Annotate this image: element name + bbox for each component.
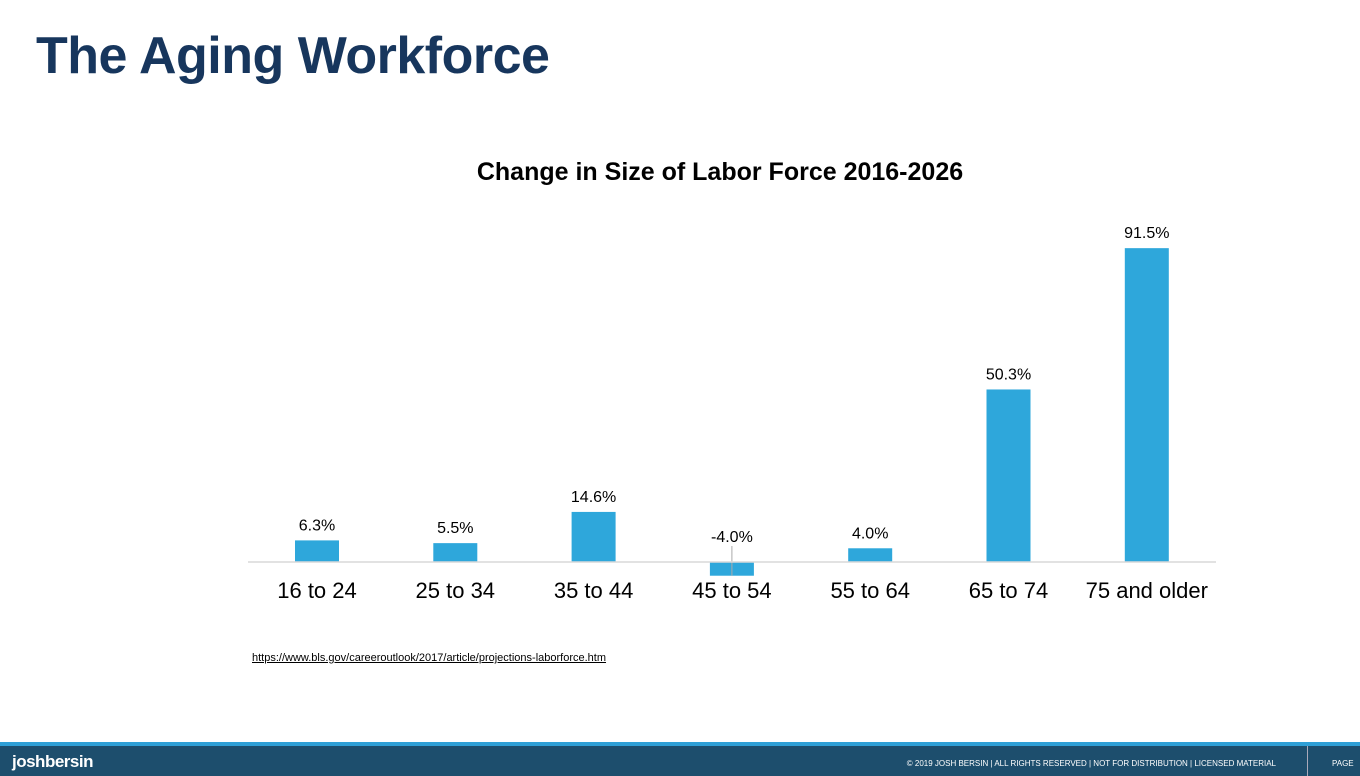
category-tick-label: 45 to 54 — [692, 578, 772, 603]
data-label: 5.5% — [437, 520, 473, 537]
page-label: PAGE — [1332, 759, 1354, 768]
data-label: 50.3% — [986, 366, 1031, 383]
chart-title: Change in Size of Labor Force 2016-2026 — [477, 158, 963, 186]
data-label: 4.0% — [852, 525, 888, 542]
bar — [295, 540, 339, 562]
copyright-text: © 2019 JOSH BERSIN | ALL RIGHTS RESERVED… — [906, 759, 1276, 768]
footer-accent-strip — [0, 742, 1360, 746]
category-tick-label: 75 and older — [1086, 578, 1208, 603]
footer: joshbersin © 2019 JOSH BERSIN | ALL RIGH… — [0, 746, 1360, 776]
footer-divider — [1307, 746, 1308, 776]
source-link[interactable]: https://www.bls.gov/careeroutlook/2017/a… — [252, 652, 607, 664]
data-label: 6.3% — [299, 517, 335, 534]
data-label: 14.6% — [571, 489, 616, 506]
category-tick-label: 35 to 44 — [554, 578, 634, 603]
bar — [986, 389, 1031, 562]
data-label: 91.5% — [1124, 225, 1169, 242]
bar — [571, 511, 616, 562]
category-tick-label: 55 to 64 — [830, 578, 910, 603]
bar — [848, 548, 893, 562]
bar — [433, 543, 478, 562]
slide-title: The Aging Workforce — [36, 27, 550, 85]
logo: joshbersin — [12, 752, 93, 771]
category-tick-label: 25 to 34 — [416, 578, 496, 603]
bar-chart: Change in Size of Labor Force 2016-2026 6… — [248, 158, 1216, 603]
bar — [1124, 248, 1169, 562]
category-tick-label: 16 to 24 — [277, 578, 357, 603]
data-label: -4.0% — [711, 529, 753, 546]
category-tick-label: 65 to 74 — [969, 578, 1049, 603]
